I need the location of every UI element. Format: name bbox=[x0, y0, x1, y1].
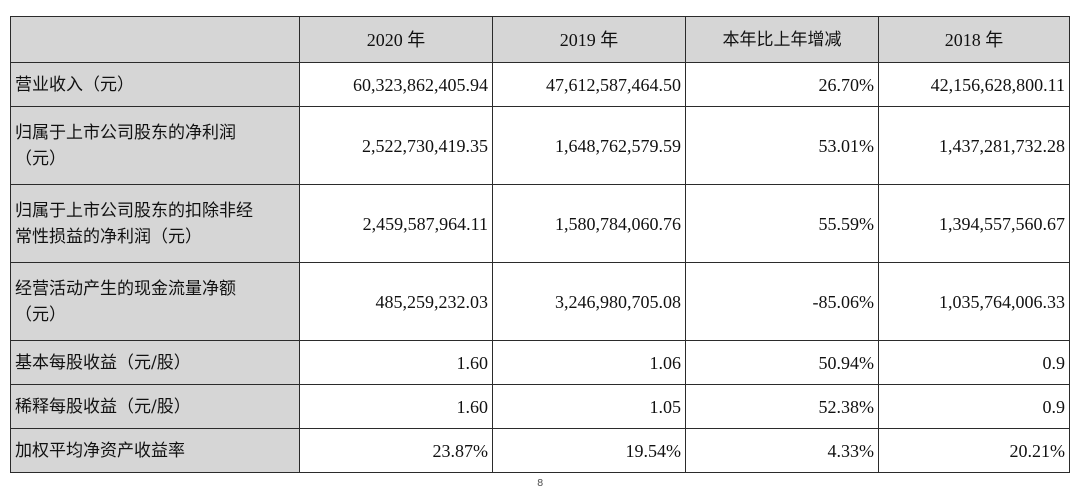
table-row: 稀释每股收益（元/股） 1.60 1.05 52.38% 0.9 bbox=[10, 384, 1070, 429]
row-label: 归属于上市公司股东的净利润 （元） bbox=[10, 106, 300, 185]
table-cell: 47,612,587,464.50 bbox=[492, 62, 686, 107]
row-label-line: 归属于上市公司股东的扣除非经 bbox=[15, 200, 253, 221]
table-row: 经营活动产生的现金流量净额 （元） 485,259,232.03 3,246,98… bbox=[10, 262, 1070, 341]
table-cell: 26.70% bbox=[685, 62, 879, 107]
header-yoy-change: 本年比上年增减 bbox=[685, 16, 879, 63]
header-corner-cell bbox=[10, 16, 300, 63]
table-cell: 42,156,628,800.11 bbox=[878, 62, 1070, 107]
row-label: 稀释每股收益（元/股） bbox=[10, 384, 300, 429]
table-cell: 1.06 bbox=[492, 340, 686, 385]
table-cell: 20.21% bbox=[878, 428, 1070, 473]
page-number-mark: 8 bbox=[537, 478, 544, 489]
table-row: 基本每股收益（元/股） 1.60 1.06 50.94% 0.9 bbox=[10, 340, 1070, 385]
row-label: 归属于上市公司股东的扣除非经 常性损益的净利润（元） bbox=[10, 184, 300, 263]
row-label: 经营活动产生的现金流量净额 （元） bbox=[10, 262, 300, 341]
row-label-text: 基本每股收益（元/股） bbox=[15, 352, 191, 373]
row-label-text: 营业收入（元） bbox=[15, 74, 134, 95]
table-cell: 1,394,557,560.67 bbox=[878, 184, 1070, 263]
table-cell: 4.33% bbox=[685, 428, 879, 473]
row-label-line: 归属于上市公司股东的净利润 bbox=[15, 122, 236, 143]
table-cell: 485,259,232.03 bbox=[299, 262, 493, 341]
table-cell: 52.38% bbox=[685, 384, 879, 429]
row-label-line: （元） bbox=[15, 148, 66, 169]
header-row: 2020 年 2019 年 本年比上年增减 2018 年 bbox=[10, 16, 1070, 63]
table-cell: 0.9 bbox=[878, 384, 1070, 429]
table-cell: 60,323,862,405.94 bbox=[299, 62, 493, 107]
table-cell: 1,648,762,579.59 bbox=[492, 106, 686, 185]
row-label-line: 经营活动产生的现金流量净额 bbox=[15, 278, 236, 299]
table-cell: 55.59% bbox=[685, 184, 879, 263]
table-cell: 2,522,730,419.35 bbox=[299, 106, 493, 185]
table-cell: 0.9 bbox=[878, 340, 1070, 385]
row-label: 加权平均净资产收益率 bbox=[10, 428, 300, 473]
table-cell: 19.54% bbox=[492, 428, 686, 473]
table-row: 归属于上市公司股东的扣除非经 常性损益的净利润（元） 2,459,587,964.… bbox=[10, 184, 1070, 263]
row-label-text: 加权平均净资产收益率 bbox=[15, 440, 185, 461]
header-2018: 2018 年 bbox=[878, 16, 1070, 63]
row-label-line: （元） bbox=[15, 304, 66, 325]
table-cell: 1,580,784,060.76 bbox=[492, 184, 686, 263]
row-label-text: 稀释每股收益（元/股） bbox=[15, 396, 191, 417]
table-cell: 53.01% bbox=[685, 106, 879, 185]
row-label: 基本每股收益（元/股） bbox=[10, 340, 300, 385]
table-cell: 1,437,281,732.28 bbox=[878, 106, 1070, 185]
table-cell: 1.60 bbox=[299, 340, 493, 385]
table-cell: 50.94% bbox=[685, 340, 879, 385]
row-label-line: 常性损益的净利润（元） bbox=[15, 226, 202, 247]
table-cell: 1.05 bbox=[492, 384, 686, 429]
table-cell: 23.87% bbox=[299, 428, 493, 473]
header-2020: 2020 年 bbox=[299, 16, 493, 63]
table-cell: -85.06% bbox=[685, 262, 879, 341]
table-row: 加权平均净资产收益率 23.87% 19.54% 4.33% 20.21% bbox=[10, 428, 1070, 473]
header-2019: 2019 年 bbox=[492, 16, 686, 63]
table-row: 归属于上市公司股东的净利润 （元） 2,522,730,419.35 1,648,… bbox=[10, 106, 1070, 185]
financial-summary-table: 2020 年 2019 年 本年比上年增减 2018 年 营业收入（元） 60,… bbox=[10, 16, 1070, 473]
table-row: 营业收入（元） 60,323,862,405.94 47,612,587,464… bbox=[10, 62, 1070, 107]
table-cell: 2,459,587,964.11 bbox=[299, 184, 493, 263]
table-cell: 1.60 bbox=[299, 384, 493, 429]
table-cell: 1,035,764,006.33 bbox=[878, 262, 1070, 341]
row-label: 营业收入（元） bbox=[10, 62, 300, 107]
table-cell: 3,246,980,705.08 bbox=[492, 262, 686, 341]
